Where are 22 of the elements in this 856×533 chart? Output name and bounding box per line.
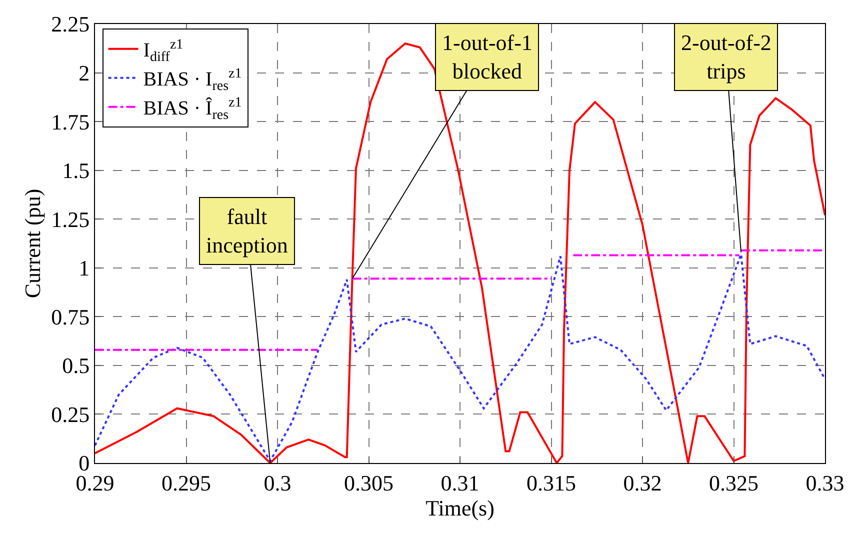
x-tick-label: 0.315 [526, 470, 576, 496]
annotation: 1-out-of-1 blocked [442, 30, 532, 84]
y-tick-label: 0.5 [62, 353, 90, 378]
x-tick-label: 0.33 [806, 470, 844, 496]
y-tick-label: 1.5 [62, 158, 90, 184]
x-tick-label: 0.295 [162, 470, 211, 496]
y-tick-label: 1.25 [51, 206, 90, 232]
y-tick-label: 0.25 [51, 402, 90, 427]
x-tick-label: 0.325 [709, 470, 758, 496]
x-tick-label: 0.3 [264, 470, 292, 496]
x-axis-title: Time(s) [426, 495, 494, 520]
annotation: fault inception [206, 204, 288, 258]
y-tick-label: 2 [78, 60, 90, 86]
x-tick-label: 0.32 [623, 470, 662, 496]
y-tick-label: 0.75 [51, 304, 90, 330]
x-tick-label: 0.31 [440, 470, 480, 496]
y-tick-label: 1 [78, 256, 90, 281]
x-tick-label: 0.305 [344, 470, 394, 496]
y-tick-label: 1.75 [51, 109, 90, 134]
y-axis-title: Current (pu) [20, 188, 45, 298]
annotation: 2-out-of-2 trips [681, 30, 772, 84]
y-tick-label: 2.25 [51, 12, 90, 37]
